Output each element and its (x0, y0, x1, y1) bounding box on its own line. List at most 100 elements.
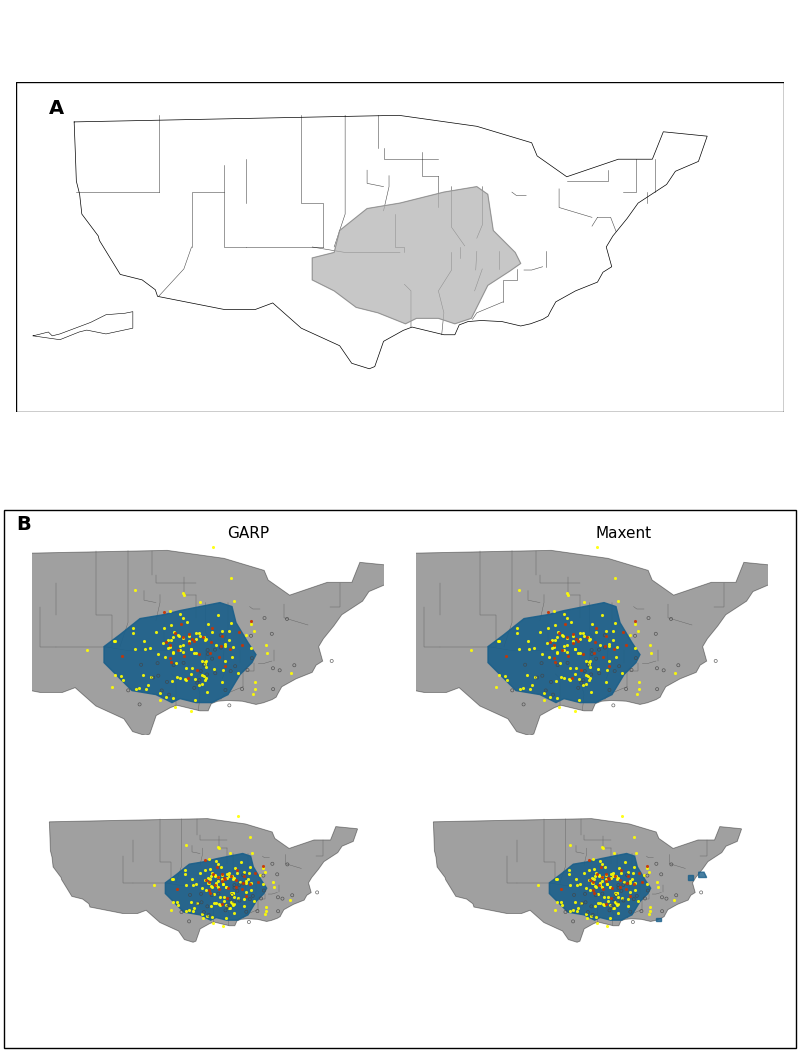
Point (517, 680, 530, 697)
Point (272, 903, 285, 920)
Point (177, 636, 190, 653)
Point (167, 657, 180, 674)
Point (170, 669, 183, 686)
Point (594, 895, 606, 912)
Point (210, 859, 223, 875)
Point (178, 862, 191, 879)
Point (539, 682, 552, 699)
Point (223, 891, 236, 908)
Point (551, 644, 564, 661)
Point (556, 627, 569, 644)
Point (577, 677, 590, 694)
Point (611, 895, 624, 912)
Point (635, 873, 648, 890)
Point (159, 634, 172, 651)
Point (178, 671, 191, 687)
Point (556, 897, 569, 913)
Point (134, 696, 146, 713)
Point (617, 892, 630, 909)
Polygon shape (434, 819, 742, 942)
Point (238, 890, 251, 907)
Point (580, 906, 593, 923)
Point (602, 892, 614, 909)
Point (129, 641, 142, 658)
Point (575, 675, 588, 692)
Point (197, 628, 210, 645)
Point (220, 897, 233, 913)
Point (570, 871, 582, 888)
Point (569, 640, 582, 657)
Point (160, 688, 173, 705)
Point (559, 904, 572, 921)
Point (231, 808, 244, 825)
Point (606, 900, 619, 916)
Point (148, 877, 161, 893)
Point (242, 870, 255, 887)
Point (198, 851, 211, 868)
Point (633, 674, 646, 691)
Point (145, 668, 158, 685)
Point (608, 662, 621, 679)
Point (609, 570, 622, 586)
Point (166, 871, 179, 888)
Polygon shape (74, 116, 707, 369)
Point (122, 682, 134, 699)
Point (553, 624, 566, 641)
Point (584, 669, 597, 686)
Point (615, 883, 628, 900)
Point (228, 593, 241, 610)
Point (628, 881, 641, 898)
Point (182, 669, 194, 686)
Point (584, 659, 597, 676)
Point (81, 641, 94, 658)
Point (182, 913, 195, 930)
Point (236, 681, 249, 698)
Point (214, 888, 226, 905)
Point (550, 673, 562, 689)
Point (587, 644, 600, 661)
Point (564, 837, 577, 853)
Point (243, 891, 256, 908)
Point (604, 897, 617, 913)
Point (268, 879, 281, 895)
Point (150, 623, 162, 640)
Point (235, 853, 248, 870)
Point (266, 856, 278, 872)
Point (216, 622, 229, 639)
Point (550, 628, 563, 645)
Polygon shape (104, 602, 256, 703)
Point (218, 638, 231, 655)
Point (541, 604, 554, 621)
Point (612, 880, 625, 897)
Point (590, 651, 602, 667)
Point (595, 856, 608, 872)
Point (638, 890, 651, 907)
Point (195, 676, 208, 693)
Point (590, 909, 602, 926)
Point (538, 692, 550, 708)
Point (206, 624, 218, 641)
Point (595, 839, 608, 856)
Point (200, 631, 213, 647)
Point (248, 892, 261, 909)
Point (199, 653, 212, 669)
Point (570, 631, 582, 647)
Point (599, 895, 612, 912)
Point (157, 604, 170, 621)
Point (606, 632, 619, 648)
Point (572, 900, 585, 916)
Point (588, 898, 601, 914)
Point (283, 892, 296, 909)
Point (157, 635, 170, 652)
Point (650, 625, 662, 642)
Point (558, 605, 570, 622)
Point (185, 640, 198, 657)
Point (221, 890, 234, 907)
Point (602, 653, 615, 669)
Point (594, 877, 606, 893)
Point (582, 667, 594, 684)
Point (642, 864, 655, 881)
Point (249, 865, 262, 882)
Point (213, 840, 226, 857)
Point (127, 625, 140, 642)
